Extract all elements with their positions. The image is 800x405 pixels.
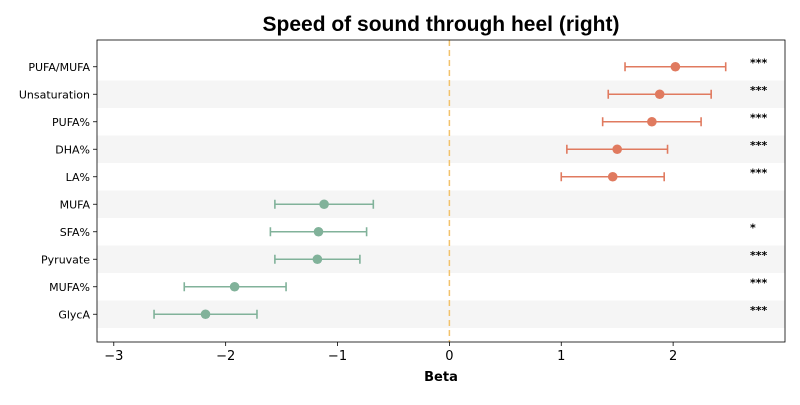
y-tick-label: MUFA [60, 198, 91, 211]
y-tick-label: LA% [66, 171, 90, 184]
significance-label: *** [750, 166, 768, 179]
forest-row [183, 281, 287, 292]
data-marks [153, 61, 727, 320]
significance-label: *** [750, 249, 768, 262]
forest-row [624, 61, 727, 72]
x-tick-label: 2 [669, 349, 677, 364]
x-tick-label: −3 [104, 349, 123, 364]
x-tick-label: −1 [328, 349, 347, 364]
beta-point [654, 89, 665, 100]
forest-row [566, 144, 669, 155]
y-tick-label: GlycA [58, 308, 90, 321]
y-tick-label: Pyruvate [41, 253, 90, 266]
x-tick-label: 0 [445, 349, 453, 364]
forest-row [607, 89, 712, 100]
x-axis-label: Beta [424, 370, 458, 385]
forest-row [274, 254, 361, 265]
y-tick-label: Unsaturation [19, 88, 90, 101]
significance-labels: ************************* [750, 56, 768, 317]
chart-title: Speed of sound through heel (right) [263, 13, 620, 36]
y-tick-label: SFA% [60, 226, 90, 239]
beta-point [229, 281, 240, 292]
significance-label: * [750, 221, 756, 234]
y-tick-label: PUFA% [52, 116, 90, 129]
beta-point [670, 61, 681, 72]
forest-row [601, 116, 702, 127]
y-axis: PUFA/MUFA Unsaturation PUFA% DHA% LA% MUFA SFA… [19, 61, 97, 321]
x-axis: −3 −2 −1 0 1 2 [104, 342, 677, 364]
significance-label: *** [750, 304, 768, 317]
significance-label: *** [750, 139, 768, 152]
beta-point [647, 116, 657, 127]
beta-point [313, 226, 324, 237]
row-band [97, 190, 785, 218]
y-tick-label: DHA% [55, 143, 90, 156]
row-band [97, 135, 785, 163]
significance-label: *** [750, 111, 768, 124]
y-tick-label: PUFA/MUFA [28, 61, 90, 74]
forest-row [560, 171, 665, 182]
beta-point [612, 144, 622, 155]
beta-point [319, 199, 329, 210]
significance-label: *** [750, 276, 768, 289]
row-bands [97, 80, 785, 328]
beta-point [200, 309, 211, 320]
significance-label: *** [750, 84, 768, 97]
plot-frame [96, 39, 786, 343]
significance-label: *** [750, 56, 768, 69]
forest-row [153, 309, 258, 320]
x-tick-label: 1 [557, 349, 565, 364]
x-tick-label: −2 [216, 349, 235, 364]
y-tick-label: MUFA% [49, 281, 90, 294]
beta-point [607, 171, 618, 182]
forest-row [274, 199, 375, 210]
row-band [97, 245, 785, 273]
forest-row [269, 226, 368, 237]
beta-point [312, 254, 323, 265]
